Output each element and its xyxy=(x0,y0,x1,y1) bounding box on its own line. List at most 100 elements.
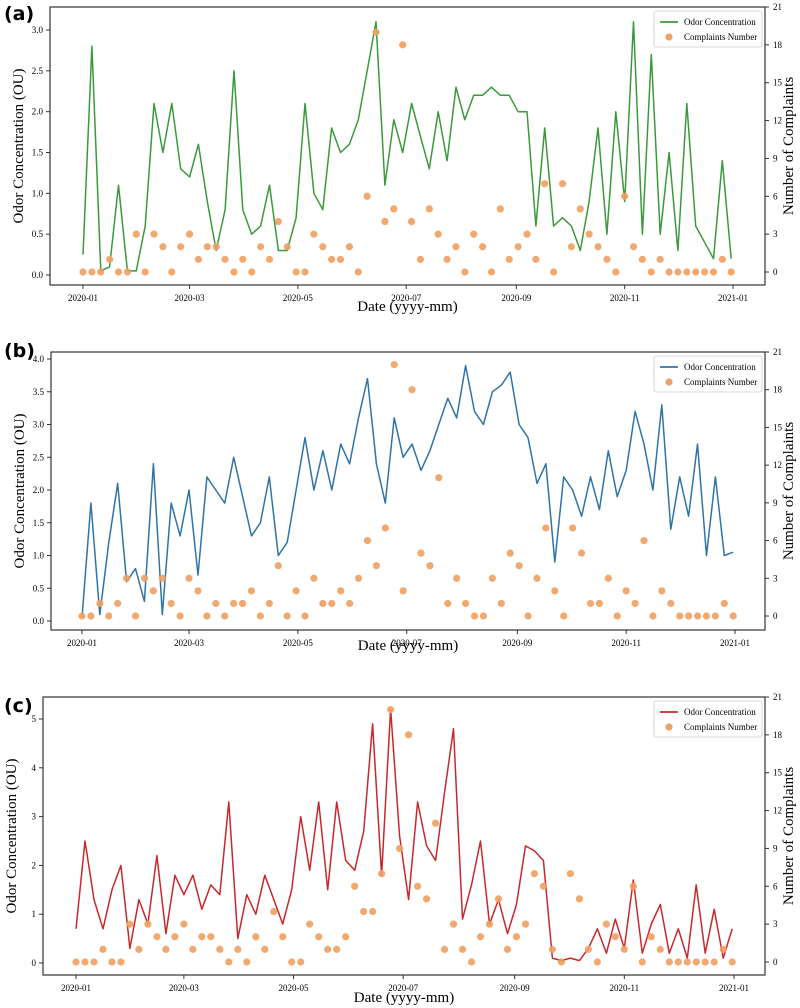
complaint-dot xyxy=(144,920,152,928)
x-tick-label: 2020-07 xyxy=(392,638,422,648)
complaint-dot xyxy=(274,217,282,226)
complaint-dot xyxy=(256,243,265,251)
complaint-dot xyxy=(611,933,619,941)
complaint-dot xyxy=(243,958,251,966)
complaint-dot xyxy=(416,255,425,263)
complaint-dot xyxy=(413,882,422,890)
complaint-dot xyxy=(123,268,131,276)
complaint-dot xyxy=(399,587,407,595)
complaint-dot xyxy=(533,574,541,582)
y-right-tick-label: 12 xyxy=(773,116,782,126)
complaint-dot xyxy=(346,599,354,608)
x-tick-label: 2020-03 xyxy=(175,293,205,303)
y-right-tick-label: 21 xyxy=(773,2,782,12)
complaint-dot xyxy=(185,574,193,582)
complaint-dot xyxy=(230,268,238,276)
complaint-dot xyxy=(319,599,327,608)
complaint-dot xyxy=(548,945,557,953)
complaint-dot xyxy=(194,255,203,263)
complaint-dot xyxy=(180,920,188,928)
complaint-dot xyxy=(328,599,336,608)
y-left-tick-label: 5 xyxy=(32,714,37,724)
complaint-dot xyxy=(700,268,709,276)
legend-entry: Complaints Number xyxy=(684,32,757,42)
complaint-dot xyxy=(328,255,336,263)
complaint-dot xyxy=(575,895,583,903)
complaint-dot xyxy=(261,945,269,953)
complaint-dot xyxy=(140,574,149,582)
complaint-dot xyxy=(656,945,664,953)
complaint-dot xyxy=(176,612,184,620)
complaint-dot xyxy=(458,945,467,953)
complaint-dot xyxy=(141,268,149,276)
complaint-dot xyxy=(497,599,505,608)
complaint-dot xyxy=(431,819,440,827)
complaint-dot xyxy=(594,243,602,251)
complaint-dot xyxy=(390,360,398,369)
y-left-tick-label: 3.0 xyxy=(32,25,44,35)
complaint-dot xyxy=(336,255,345,263)
y-left-tick-label: 0 xyxy=(32,958,37,968)
complaint-dot xyxy=(692,268,700,276)
odor-concentration-line xyxy=(82,21,732,272)
y-left-tick-label: 1.5 xyxy=(32,148,44,158)
complaint-dot xyxy=(306,920,314,928)
complaint-dot xyxy=(265,255,274,263)
odor-concentration-line xyxy=(75,708,733,962)
y-left-tick-label: 4.0 xyxy=(33,354,45,364)
complaint-dot xyxy=(665,958,673,966)
panel-b: (b) 2020-01 2020-03 2020-05 2020-07 2020-09 20… xyxy=(4,340,797,654)
legend-entry: Odor Concentration xyxy=(684,362,756,372)
complaint-dot xyxy=(440,945,449,953)
complaint-dot xyxy=(558,180,567,188)
x-tick-label: 2020-07 xyxy=(391,293,421,303)
complaint-dot xyxy=(603,255,611,263)
y-right-tick-label: 3 xyxy=(773,229,778,239)
y-right-axis-label: Number of Complaints xyxy=(781,77,797,215)
complaint-dot xyxy=(467,958,476,966)
complaint-dot xyxy=(612,268,620,276)
complaint-dot xyxy=(425,205,433,213)
complaint-dot xyxy=(106,255,114,263)
complaint-dot xyxy=(728,958,736,966)
complaint-dot xyxy=(595,599,604,608)
complaint-dot xyxy=(97,268,105,276)
complaint-dot xyxy=(452,243,460,251)
plot-frame xyxy=(50,351,766,631)
legend-entry: Complaints Number xyxy=(684,722,757,732)
complaint-dot xyxy=(90,958,98,966)
complaint-dot xyxy=(667,599,675,608)
y-left-tick-label: 2.0 xyxy=(33,485,45,495)
complaint-dot xyxy=(297,958,305,966)
complaint-dot xyxy=(131,612,140,620)
y-left-axis-label: Odor Concentration (OU) xyxy=(11,69,27,224)
complaint-dot xyxy=(710,958,718,966)
x-axis-label: Date (yyyy-mm) xyxy=(357,299,457,315)
x-tick-label: 2020-11 xyxy=(610,293,640,303)
complaint-dot xyxy=(629,243,638,251)
complaint-dot xyxy=(692,958,700,966)
y-left-tick-label: 3 xyxy=(32,812,37,822)
complaint-dot xyxy=(171,933,179,941)
complaint-dot xyxy=(514,243,522,251)
complaint-dot xyxy=(476,933,485,941)
y-right-tick-label: 18 xyxy=(773,730,783,740)
complaint-dot xyxy=(238,599,247,608)
y-right-tick-label: 15 xyxy=(773,78,783,88)
x-tick-label: 2021-01 xyxy=(720,638,750,648)
complaint-dot xyxy=(79,268,87,276)
complaint-dot xyxy=(372,28,380,36)
complaint-dot xyxy=(488,574,496,582)
legend-entry: Complaints Number xyxy=(684,377,757,387)
x-tick-label: 2020-05 xyxy=(279,983,309,993)
plot-frame xyxy=(49,6,766,286)
complaint-dot xyxy=(453,574,461,582)
legend-box xyxy=(653,355,763,393)
complaint-dot xyxy=(225,958,233,966)
complaint-dot xyxy=(72,958,80,966)
y-right-tick-label: 15 xyxy=(773,422,783,432)
complaint-dot xyxy=(390,205,398,213)
y-left-tick-label: 0.0 xyxy=(32,270,44,280)
complaint-dot xyxy=(292,587,300,595)
complaint-dot xyxy=(503,945,512,953)
